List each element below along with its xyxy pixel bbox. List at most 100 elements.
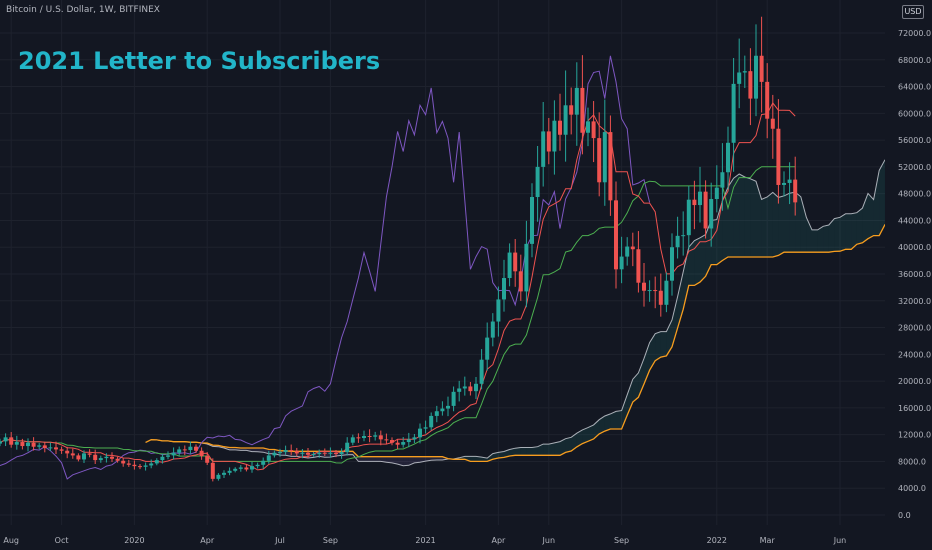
candle[interactable] xyxy=(765,63,770,139)
candle[interactable] xyxy=(70,448,75,459)
candle[interactable] xyxy=(367,429,372,443)
candle[interactable] xyxy=(266,450,271,464)
candle[interactable] xyxy=(177,446,182,456)
candle[interactable] xyxy=(552,100,557,175)
candle[interactable] xyxy=(350,434,355,446)
candle[interactable] xyxy=(737,38,742,109)
symbol-header[interactable]: Bitcoin / U.S. Dollar, 1W, BITFINEX xyxy=(6,5,160,15)
candle[interactable] xyxy=(93,449,98,464)
candle[interactable] xyxy=(98,455,103,463)
candle[interactable] xyxy=(434,405,439,423)
candle[interactable] xyxy=(261,457,266,469)
candle[interactable] xyxy=(115,456,120,463)
candle[interactable] xyxy=(233,467,238,473)
candle[interactable] xyxy=(530,183,534,258)
candle[interactable] xyxy=(406,432,411,448)
candle[interactable] xyxy=(754,24,758,117)
candle[interactable] xyxy=(591,101,596,163)
candle[interactable] xyxy=(748,48,753,126)
candle[interactable] xyxy=(138,464,142,470)
candle[interactable] xyxy=(535,146,540,222)
candle[interactable] xyxy=(317,449,322,458)
candle[interactable] xyxy=(541,101,546,187)
candle[interactable] xyxy=(294,447,299,457)
candle[interactable] xyxy=(143,462,148,471)
candle[interactable] xyxy=(121,457,126,467)
candle[interactable] xyxy=(250,461,254,473)
candlesticks[interactable] xyxy=(0,16,798,482)
candle[interactable] xyxy=(474,377,478,400)
candle[interactable] xyxy=(154,458,159,466)
candle[interactable] xyxy=(451,386,456,412)
candle[interactable] xyxy=(182,445,187,456)
candle[interactable] xyxy=(104,453,109,463)
candle[interactable] xyxy=(194,444,198,453)
candle[interactable] xyxy=(300,449,305,459)
candle[interactable] xyxy=(126,459,131,467)
candle[interactable] xyxy=(647,280,652,302)
candle[interactable] xyxy=(675,216,680,259)
candle[interactable] xyxy=(490,313,495,347)
candle[interactable] xyxy=(457,380,462,402)
candle[interactable] xyxy=(664,272,669,313)
candle[interactable] xyxy=(334,450,338,458)
price-axis[interactable]: 0.0 4000.0 8000.0 12000.0 16000.0 20000.0 2400… xyxy=(885,0,932,550)
candle[interactable] xyxy=(390,437,394,446)
candle[interactable] xyxy=(362,430,366,442)
candle[interactable] xyxy=(709,182,714,247)
candle[interactable] xyxy=(244,464,249,472)
candle[interactable] xyxy=(289,444,294,456)
candle[interactable] xyxy=(742,55,747,88)
candle[interactable] xyxy=(429,412,434,431)
candle[interactable] xyxy=(686,186,691,249)
candle[interactable] xyxy=(205,452,210,465)
candle[interactable] xyxy=(602,99,607,206)
candle[interactable] xyxy=(770,94,775,159)
candle[interactable] xyxy=(726,126,730,190)
candle[interactable] xyxy=(378,430,383,446)
candle[interactable] xyxy=(782,171,786,197)
candle[interactable] xyxy=(714,165,719,213)
candle[interactable] xyxy=(580,55,585,155)
candle[interactable] xyxy=(692,180,697,230)
candle[interactable] xyxy=(54,441,58,455)
candle[interactable] xyxy=(210,458,215,482)
candle[interactable] xyxy=(698,166,702,223)
candle[interactable] xyxy=(440,401,445,416)
candle[interactable] xyxy=(776,99,781,204)
candle[interactable] xyxy=(14,435,19,450)
candle[interactable] xyxy=(524,220,529,308)
candle[interactable] xyxy=(681,211,686,256)
candle[interactable] xyxy=(356,433,361,443)
candle[interactable] xyxy=(418,423,422,444)
candle[interactable] xyxy=(0,438,2,447)
candle[interactable] xyxy=(65,446,70,459)
candle[interactable] xyxy=(48,442,53,451)
candle[interactable] xyxy=(507,243,512,287)
candle[interactable] xyxy=(59,446,64,454)
candle[interactable] xyxy=(793,156,798,216)
candle[interactable] xyxy=(160,453,165,464)
candle[interactable] xyxy=(87,449,92,458)
candle[interactable] xyxy=(412,433,417,444)
currency-badge[interactable]: USD xyxy=(902,5,924,19)
candle[interactable] xyxy=(759,16,764,113)
candle[interactable] xyxy=(26,438,30,452)
candle[interactable] xyxy=(485,322,490,371)
candle[interactable] xyxy=(31,437,36,451)
candle[interactable] xyxy=(401,437,406,448)
candle[interactable] xyxy=(227,467,232,476)
candle[interactable] xyxy=(306,447,310,459)
candle[interactable] xyxy=(670,233,674,296)
candle[interactable] xyxy=(642,262,646,307)
candle[interactable] xyxy=(630,232,635,267)
candle[interactable] xyxy=(496,286,501,337)
candle[interactable] xyxy=(278,448,282,457)
candle[interactable] xyxy=(311,451,316,457)
candle[interactable] xyxy=(199,447,204,460)
candle[interactable] xyxy=(42,441,47,453)
time-axis[interactable]: Aug Oct 2020 Apr Jul Sep 2021 Apr Jun Sep 2022 Mar J… xyxy=(0,525,932,550)
candle[interactable] xyxy=(731,58,736,172)
candle[interactable] xyxy=(787,162,792,205)
candle[interactable] xyxy=(37,442,42,450)
